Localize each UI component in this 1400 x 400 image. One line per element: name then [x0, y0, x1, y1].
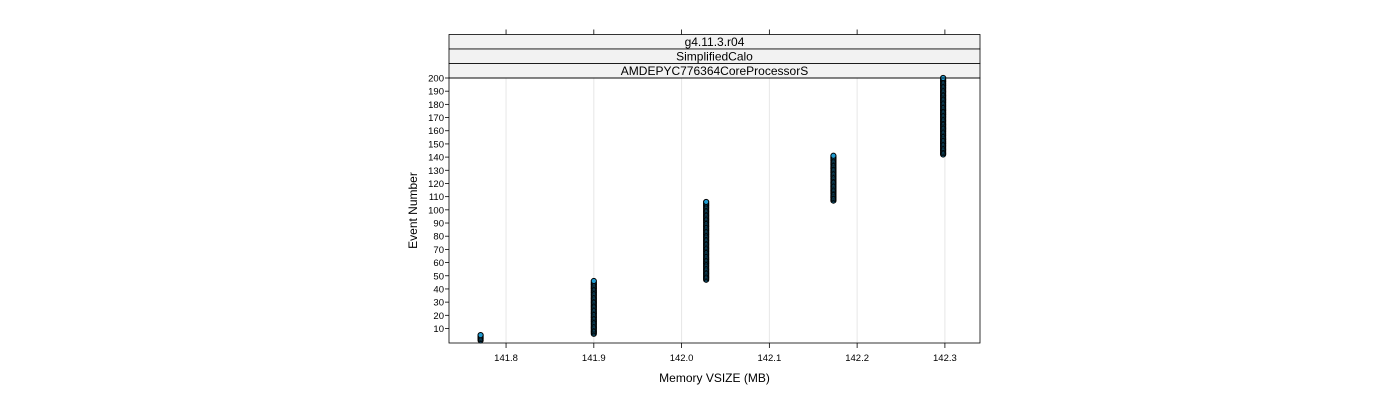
point-group-1 — [590, 277, 597, 337]
data-point-4 — [477, 331, 484, 339]
panel-strips: g4.11.3.r04SimplifiedCaloAMDEPYC776364Co… — [448, 34, 981, 79]
strip-label-2: AMDEPYC776364CoreProcessorS — [621, 64, 808, 78]
y-tick-label-10: 110 — [429, 192, 444, 203]
data-point-105 — [703, 198, 710, 206]
y-axis-ticks: 10 20 30 40 50 60 70 80 90 100 110 120 130 140 150 160 1… — [428, 74, 449, 335]
data-points — [477, 74, 947, 344]
point-group-4 — [940, 74, 947, 158]
y-tick-label-8: 90 — [433, 219, 444, 230]
x-axis-title: Memory VSIZE (MB) — [659, 371, 770, 385]
grid-lines — [505, 78, 946, 343]
x-tick-label-4: 142.2 — [845, 353, 869, 364]
y-tick-label-17: 180 — [428, 100, 444, 111]
y-tick-label-18: 190 — [428, 87, 444, 98]
y-tick-label-0: 10 — [433, 324, 444, 335]
x-tick-label-2: 142.0 — [670, 353, 694, 364]
y-tick-label-7: 80 — [433, 232, 444, 243]
strip-label-1: SimplifiedCalo — [676, 49, 753, 63]
y-tick-label-13: 140 — [428, 153, 444, 164]
x-tick-label-1: 141.9 — [582, 353, 606, 364]
y-tick-label-15: 160 — [428, 126, 444, 137]
y-tick-label-1: 20 — [433, 311, 444, 322]
y-tick-label-12: 130 — [428, 166, 444, 177]
y-tick-label-9: 100 — [428, 205, 444, 216]
point-group-0 — [477, 331, 484, 344]
y-axis-title: Event Number — [406, 172, 420, 249]
data-point-45 — [590, 277, 597, 285]
y-tick-label-5: 60 — [433, 258, 444, 269]
x-tick-label-3: 142.1 — [757, 353, 781, 364]
strip-label-0: g4.11.3.r04 — [685, 35, 745, 49]
y-tick-label-16: 170 — [428, 113, 444, 124]
y-tick-label-3: 40 — [433, 284, 444, 295]
y-tick-label-4: 50 — [433, 271, 444, 282]
point-group-2 — [703, 198, 710, 283]
point-group-3 — [830, 152, 837, 204]
data-point-140 — [830, 152, 837, 159]
y-tick-label-14: 150 — [428, 139, 444, 150]
y-tick-label-19: 200 — [428, 74, 444, 85]
y-tick-label-2: 30 — [433, 298, 444, 309]
panel-frame — [448, 77, 981, 344]
y-tick-label-6: 70 — [433, 245, 444, 256]
x-axis-ticks: 141.8 141.9 142.0 142.1 142.2 142.3 — [494, 29, 957, 364]
x-tick-label-0: 141.8 — [494, 353, 518, 364]
y-tick-label-11: 120 — [428, 179, 444, 190]
x-tick-label-5: 142.3 — [933, 353, 957, 364]
